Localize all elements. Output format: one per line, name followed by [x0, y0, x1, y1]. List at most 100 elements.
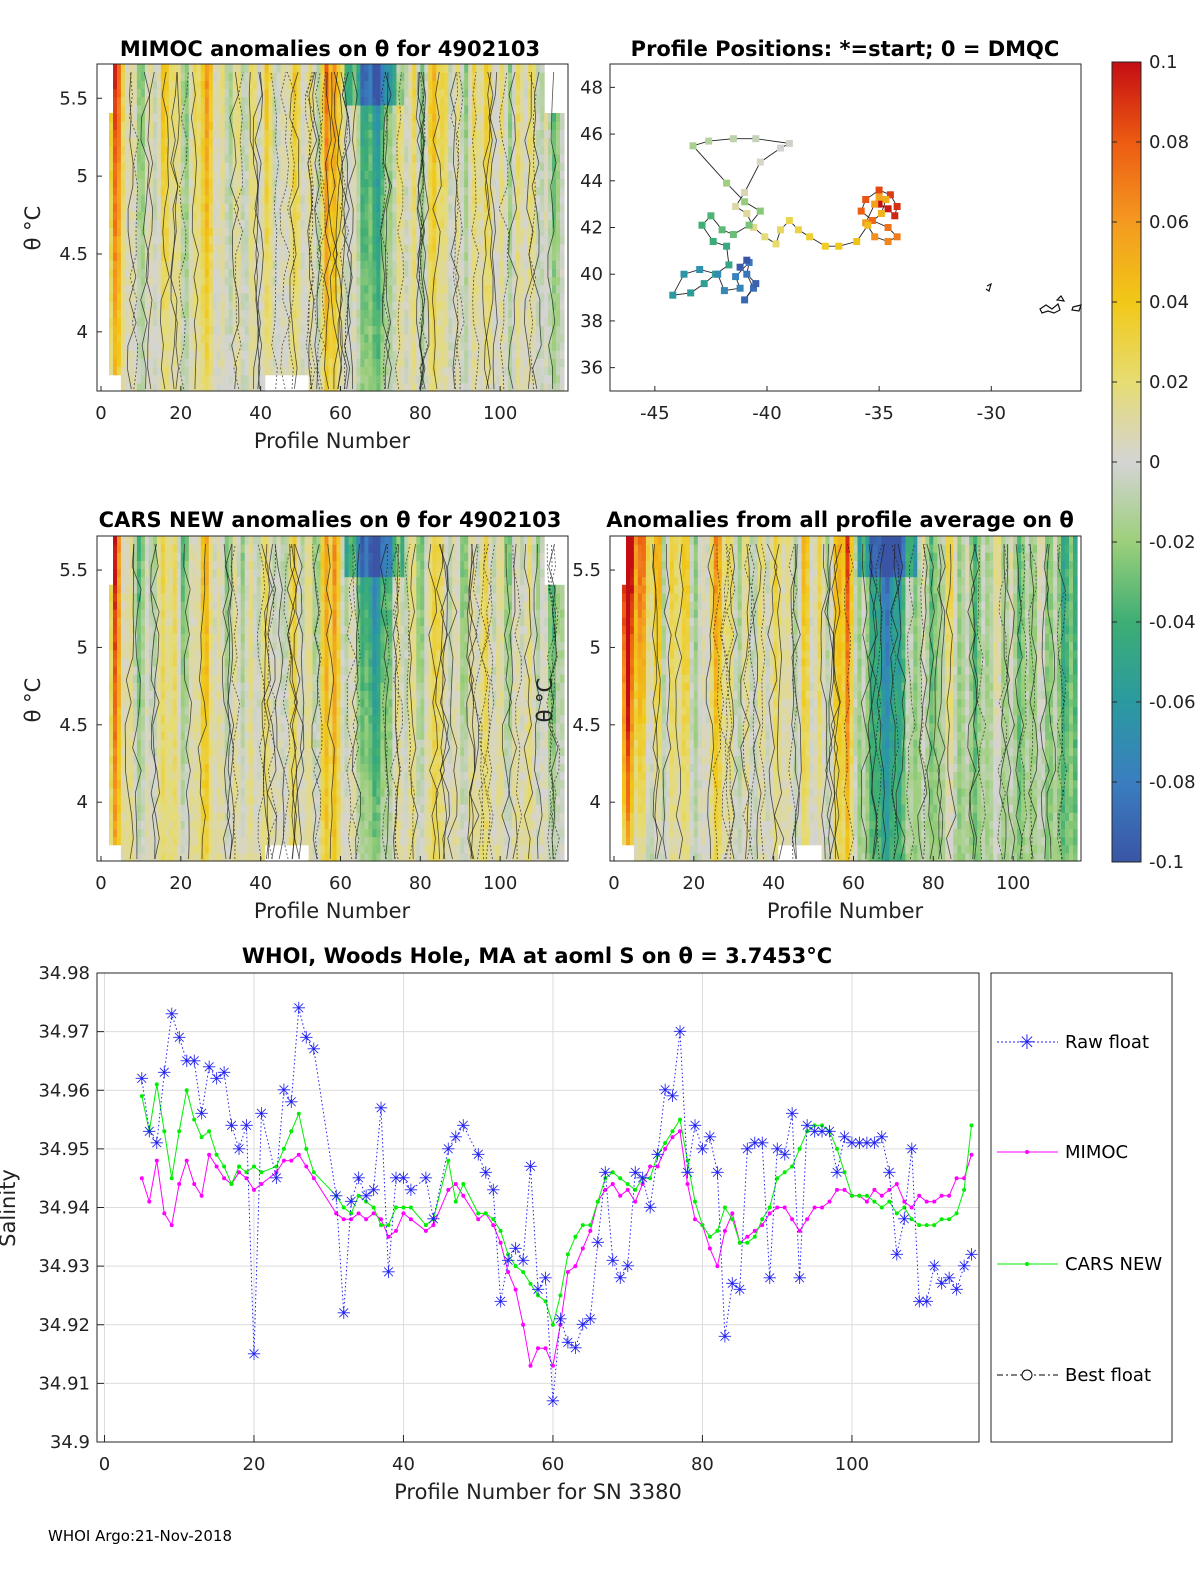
heatmap-cell [324, 309, 330, 319]
heatmap-cell [292, 153, 298, 163]
heatmap-cell [520, 276, 525, 286]
heatmap-cell [248, 104, 254, 114]
heatmap-cell [180, 317, 186, 327]
heatmap-cell [132, 104, 138, 114]
heatmap-cell [140, 162, 146, 171]
heatmap-cell [128, 153, 134, 163]
heatmap-cell [228, 80, 234, 90]
heatmap-cell [200, 350, 206, 359]
heatmap-cell [272, 104, 278, 114]
heatmap-cell [324, 341, 330, 351]
heatmap-cell [204, 129, 210, 139]
heatmap-cell [264, 203, 270, 212]
heatmap-cell [556, 235, 561, 245]
heatmap-cell [380, 153, 385, 163]
heatmap-cell [400, 317, 405, 327]
heatmap-cell [392, 243, 397, 253]
heatmap-cell [188, 104, 194, 114]
heatmap-cell [148, 350, 154, 359]
heatmap-cell [416, 284, 421, 294]
heatmap-cell [532, 252, 537, 261]
heatmap-cell [328, 153, 334, 163]
heatmap-cell [348, 203, 354, 212]
heatmap-cell [488, 341, 493, 351]
heatmap-cell [492, 317, 497, 327]
heatmap-cell [236, 284, 242, 294]
heatmap-cell [296, 104, 302, 114]
heatmap-cell [256, 113, 262, 122]
heatmap-cell [516, 162, 521, 171]
heatmap-cell [380, 203, 385, 212]
heatmap-cell [148, 260, 154, 269]
heatmap-cell [188, 137, 194, 147]
heatmap-cell [268, 88, 274, 98]
heatmap-cell [148, 333, 154, 343]
heatmap-cell [236, 276, 242, 286]
heatmap-cell [240, 325, 246, 335]
heatmap-cell [136, 235, 142, 245]
heatmap-cell [268, 366, 274, 376]
heatmap-cell [124, 252, 130, 261]
heatmap-cell [204, 333, 210, 343]
heatmap-cell [188, 260, 194, 269]
heatmap-cell [128, 72, 134, 81]
heatmap-cell [476, 145, 481, 155]
heatmap-cell [336, 170, 342, 180]
heatmap-cell [268, 203, 274, 212]
heatmap-cell [124, 276, 130, 286]
heatmap-cell [276, 129, 282, 139]
heatmap-cell [376, 317, 381, 327]
heatmap-cell [392, 211, 397, 220]
heatmap-cell [164, 252, 170, 261]
heatmap-cell [188, 350, 194, 359]
heatmap-cell [416, 382, 421, 392]
heatmap-cell [292, 317, 298, 327]
heatmap-cell [304, 64, 310, 73]
heatmap-cell [532, 113, 537, 122]
heatmap-cell [444, 276, 449, 286]
heatmap-cell [136, 844, 142, 854]
heatmap-cell [356, 129, 361, 139]
heatmap-cell [532, 243, 537, 253]
heatmap-cell [556, 153, 561, 163]
heatmap-cell [172, 153, 178, 163]
heatmap-cell [332, 194, 338, 204]
heatmap-cell [428, 243, 433, 253]
heatmap-cell [220, 374, 226, 384]
heatmap-cell [380, 96, 385, 106]
heatmap-cell [260, 80, 266, 90]
heatmap-cell [372, 252, 377, 261]
heatmap-cell [109, 609, 114, 618]
heatmap-cell [392, 170, 397, 180]
heatmap-cell [128, 243, 134, 253]
heatmap-cell [440, 113, 445, 122]
heatmap-cell [109, 211, 114, 220]
heatmap-cell [180, 121, 186, 130]
heatmap-cell [224, 301, 230, 310]
heatmap-cell [240, 341, 246, 351]
heatmap-cell [172, 113, 178, 122]
heatmap-cell [200, 301, 206, 310]
heatmap-cell [432, 227, 437, 237]
heatmap-cell [504, 203, 509, 212]
heatmap-cell [392, 382, 397, 392]
heatmap-cell [216, 64, 222, 73]
heatmap-cell [400, 284, 405, 294]
heatmap-cell [172, 211, 178, 220]
heatmap-cell [460, 64, 465, 73]
heatmap-cell [288, 64, 294, 73]
heatmap-cell [432, 252, 437, 261]
heatmap-cell [376, 276, 381, 286]
heatmap-cell [300, 170, 306, 180]
heatmap-cell [328, 194, 334, 204]
heatmap-cell [352, 203, 358, 212]
heatmap-cell [516, 113, 521, 122]
heatmap-cell [272, 162, 278, 171]
heatmap-cell [296, 350, 302, 359]
heatmap-cell [320, 350, 326, 359]
heatmap-cell [232, 121, 238, 130]
heatmap-cell [109, 292, 114, 302]
heatmap-cell [356, 341, 361, 351]
heatmap-cell [464, 309, 469, 319]
heatmap-cell [288, 227, 294, 237]
